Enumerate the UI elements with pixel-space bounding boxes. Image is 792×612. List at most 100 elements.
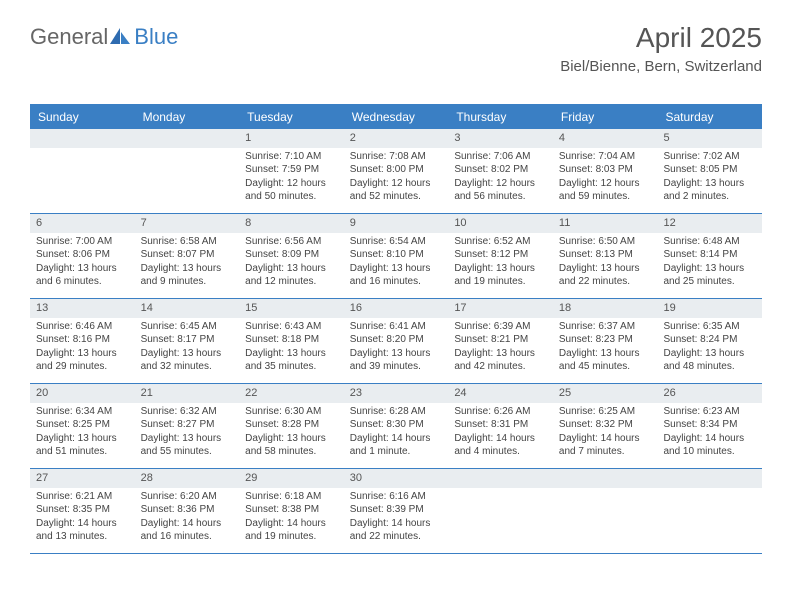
day-number: 23 [344,384,449,403]
calendar-cell [553,469,658,553]
daylight-text: Daylight: 13 hours [350,347,443,361]
sunset-text: Sunset: 8:20 PM [350,333,443,347]
cell-body: Sunrise: 6:37 AMSunset: 8:23 PMDaylight:… [553,320,658,378]
daylight-text: and 45 minutes. [559,360,652,374]
sunrise-text: Sunrise: 6:43 AM [245,320,338,334]
sunrise-text: Sunrise: 6:58 AM [141,235,234,249]
calendar-cell: 1Sunrise: 7:10 AMSunset: 7:59 PMDaylight… [239,129,344,213]
sunset-text: Sunset: 8:38 PM [245,503,338,517]
logo: General Blue [30,24,178,50]
calendar-cell: 7 Sunrise: 6:58 AMSunset: 8:07 PMDaylight… [135,214,240,298]
sunrise-text: Sunrise: 7:04 AM [559,150,652,164]
sunrise-text: Sunrise: 7:00 AM [36,235,129,249]
cell-body: Sunrise: 6:58 AMSunset: 8:07 PMDaylight:… [135,235,240,293]
daylight-text: Daylight: 14 hours [559,432,652,446]
sunset-text: Sunset: 8:24 PM [663,333,756,347]
day-number: 13 [30,299,135,318]
daylight-text: Daylight: 14 hours [350,432,443,446]
cell-body: Sunrise: 6:50 AMSunset: 8:13 PMDaylight:… [553,235,658,293]
daylight-text: Daylight: 12 hours [245,177,338,191]
cell-body: Sunrise: 6:56 AMSunset: 8:09 PMDaylight:… [239,235,344,293]
calendar: Sunday Monday Tuesday Wednesday Thursday… [30,104,762,554]
daylight-text: Daylight: 13 hours [36,347,129,361]
sunrise-text: Sunrise: 6:16 AM [350,490,443,504]
daylight-text: and 9 minutes. [141,275,234,289]
dayhead-fri: Friday [553,105,658,129]
daylight-text: Daylight: 13 hours [350,262,443,276]
sunrise-text: Sunrise: 6:21 AM [36,490,129,504]
day-number: 9 [344,214,449,233]
calendar-cell: 3Sunrise: 7:06 AMSunset: 8:02 PMDaylight… [448,129,553,213]
calendar-cell: 27Sunrise: 6:21 AMSunset: 8:35 PMDayligh… [30,469,135,553]
daylight-text: Daylight: 14 hours [141,517,234,531]
calendar-cell: 22Sunrise: 6:30 AMSunset: 8:28 PMDayligh… [239,384,344,468]
day-number: 2 [344,129,449,148]
logo-sail-icon [110,28,132,46]
sunset-text: Sunset: 8:21 PM [454,333,547,347]
dayhead-tue: Tuesday [239,105,344,129]
day-number: 26 [657,384,762,403]
daylight-text: and 2 minutes. [663,190,756,204]
daylight-text: Daylight: 14 hours [350,517,443,531]
day-number: 29 [239,469,344,488]
daylight-text: and 19 minutes. [454,275,547,289]
cell-body: Sunrise: 6:28 AMSunset: 8:30 PMDaylight:… [344,405,449,463]
daylight-text: Daylight: 13 hours [559,262,652,276]
calendar-cell [448,469,553,553]
sunset-text: Sunset: 8:39 PM [350,503,443,517]
day-number: 3 [448,129,553,148]
sunrise-text: Sunrise: 6:39 AM [454,320,547,334]
cell-body: Sunrise: 6:54 AMSunset: 8:10 PMDaylight:… [344,235,449,293]
sunrise-text: Sunrise: 6:28 AM [350,405,443,419]
cell-body: Sunrise: 6:18 AMSunset: 8:38 PMDaylight:… [239,490,344,548]
sunset-text: Sunset: 8:07 PM [141,248,234,262]
daylight-text: and 19 minutes. [245,530,338,544]
daylight-text: and 13 minutes. [36,530,129,544]
cell-body: Sunrise: 6:41 AMSunset: 8:20 PMDaylight:… [344,320,449,378]
day-number: 8 [239,214,344,233]
daylight-text: Daylight: 13 hours [141,347,234,361]
sunset-text: Sunset: 8:31 PM [454,418,547,432]
calendar-week: 6Sunrise: 7:00 AMSunset: 8:06 PMDaylight… [30,214,762,299]
daylight-text: Daylight: 13 hours [454,347,547,361]
dayhead-mon: Monday [135,105,240,129]
calendar-cell: 15Sunrise: 6:43 AMSunset: 8:18 PMDayligh… [239,299,344,383]
daylight-text: Daylight: 14 hours [245,517,338,531]
sunrise-text: Sunrise: 7:08 AM [350,150,443,164]
daylight-text: and 25 minutes. [663,275,756,289]
sunrise-text: Sunrise: 7:06 AM [454,150,547,164]
calendar-cell: 9 Sunrise: 6:54 AMSunset: 8:10 PMDaylight… [344,214,449,298]
dayhead-thu: Thursday [448,105,553,129]
daylight-text: Daylight: 13 hours [245,262,338,276]
calendar-cell [657,469,762,553]
logo-text-2: Blue [134,24,178,50]
sunrise-text: Sunrise: 7:10 AM [245,150,338,164]
daylight-text: and 35 minutes. [245,360,338,374]
calendar-day-header: Sunday Monday Tuesday Wednesday Thursday… [30,105,762,129]
sunset-text: Sunset: 8:25 PM [36,418,129,432]
daylight-text: and 48 minutes. [663,360,756,374]
calendar-cell: 16 Sunrise: 6:41 AMSunset: 8:20 PMDayligh… [344,299,449,383]
cell-body: Sunrise: 6:48 AMSunset: 8:14 PMDaylight:… [657,235,762,293]
daylight-text: Daylight: 14 hours [454,432,547,446]
sunrise-text: Sunrise: 6:50 AM [559,235,652,249]
day-number: 24 [448,384,553,403]
sunrise-text: Sunrise: 6:23 AM [663,405,756,419]
dayhead-wed: Wednesday [344,105,449,129]
day-number: 16 [344,299,449,318]
cell-body: Sunrise: 7:10 AMSunset: 7:59 PMDaylight:… [239,150,344,208]
sunrise-text: Sunrise: 6:32 AM [141,405,234,419]
sunset-text: Sunset: 8:03 PM [559,163,652,177]
daylight-text: Daylight: 12 hours [559,177,652,191]
calendar-week: 27Sunrise: 6:21 AMSunset: 8:35 PMDayligh… [30,469,762,554]
calendar-cell: 30Sunrise: 6:16 AMSunset: 8:39 PMDayligh… [344,469,449,553]
daylight-text: and 55 minutes. [141,445,234,459]
sunset-text: Sunset: 8:27 PM [141,418,234,432]
sunset-text: Sunset: 8:35 PM [36,503,129,517]
daylight-text: and 59 minutes. [559,190,652,204]
day-number: 7 [135,214,240,233]
sunrise-text: Sunrise: 6:54 AM [350,235,443,249]
calendar-cell: 6Sunrise: 7:00 AMSunset: 8:06 PMDaylight… [30,214,135,298]
daylight-text: and 42 minutes. [454,360,547,374]
sunset-text: Sunset: 8:00 PM [350,163,443,177]
